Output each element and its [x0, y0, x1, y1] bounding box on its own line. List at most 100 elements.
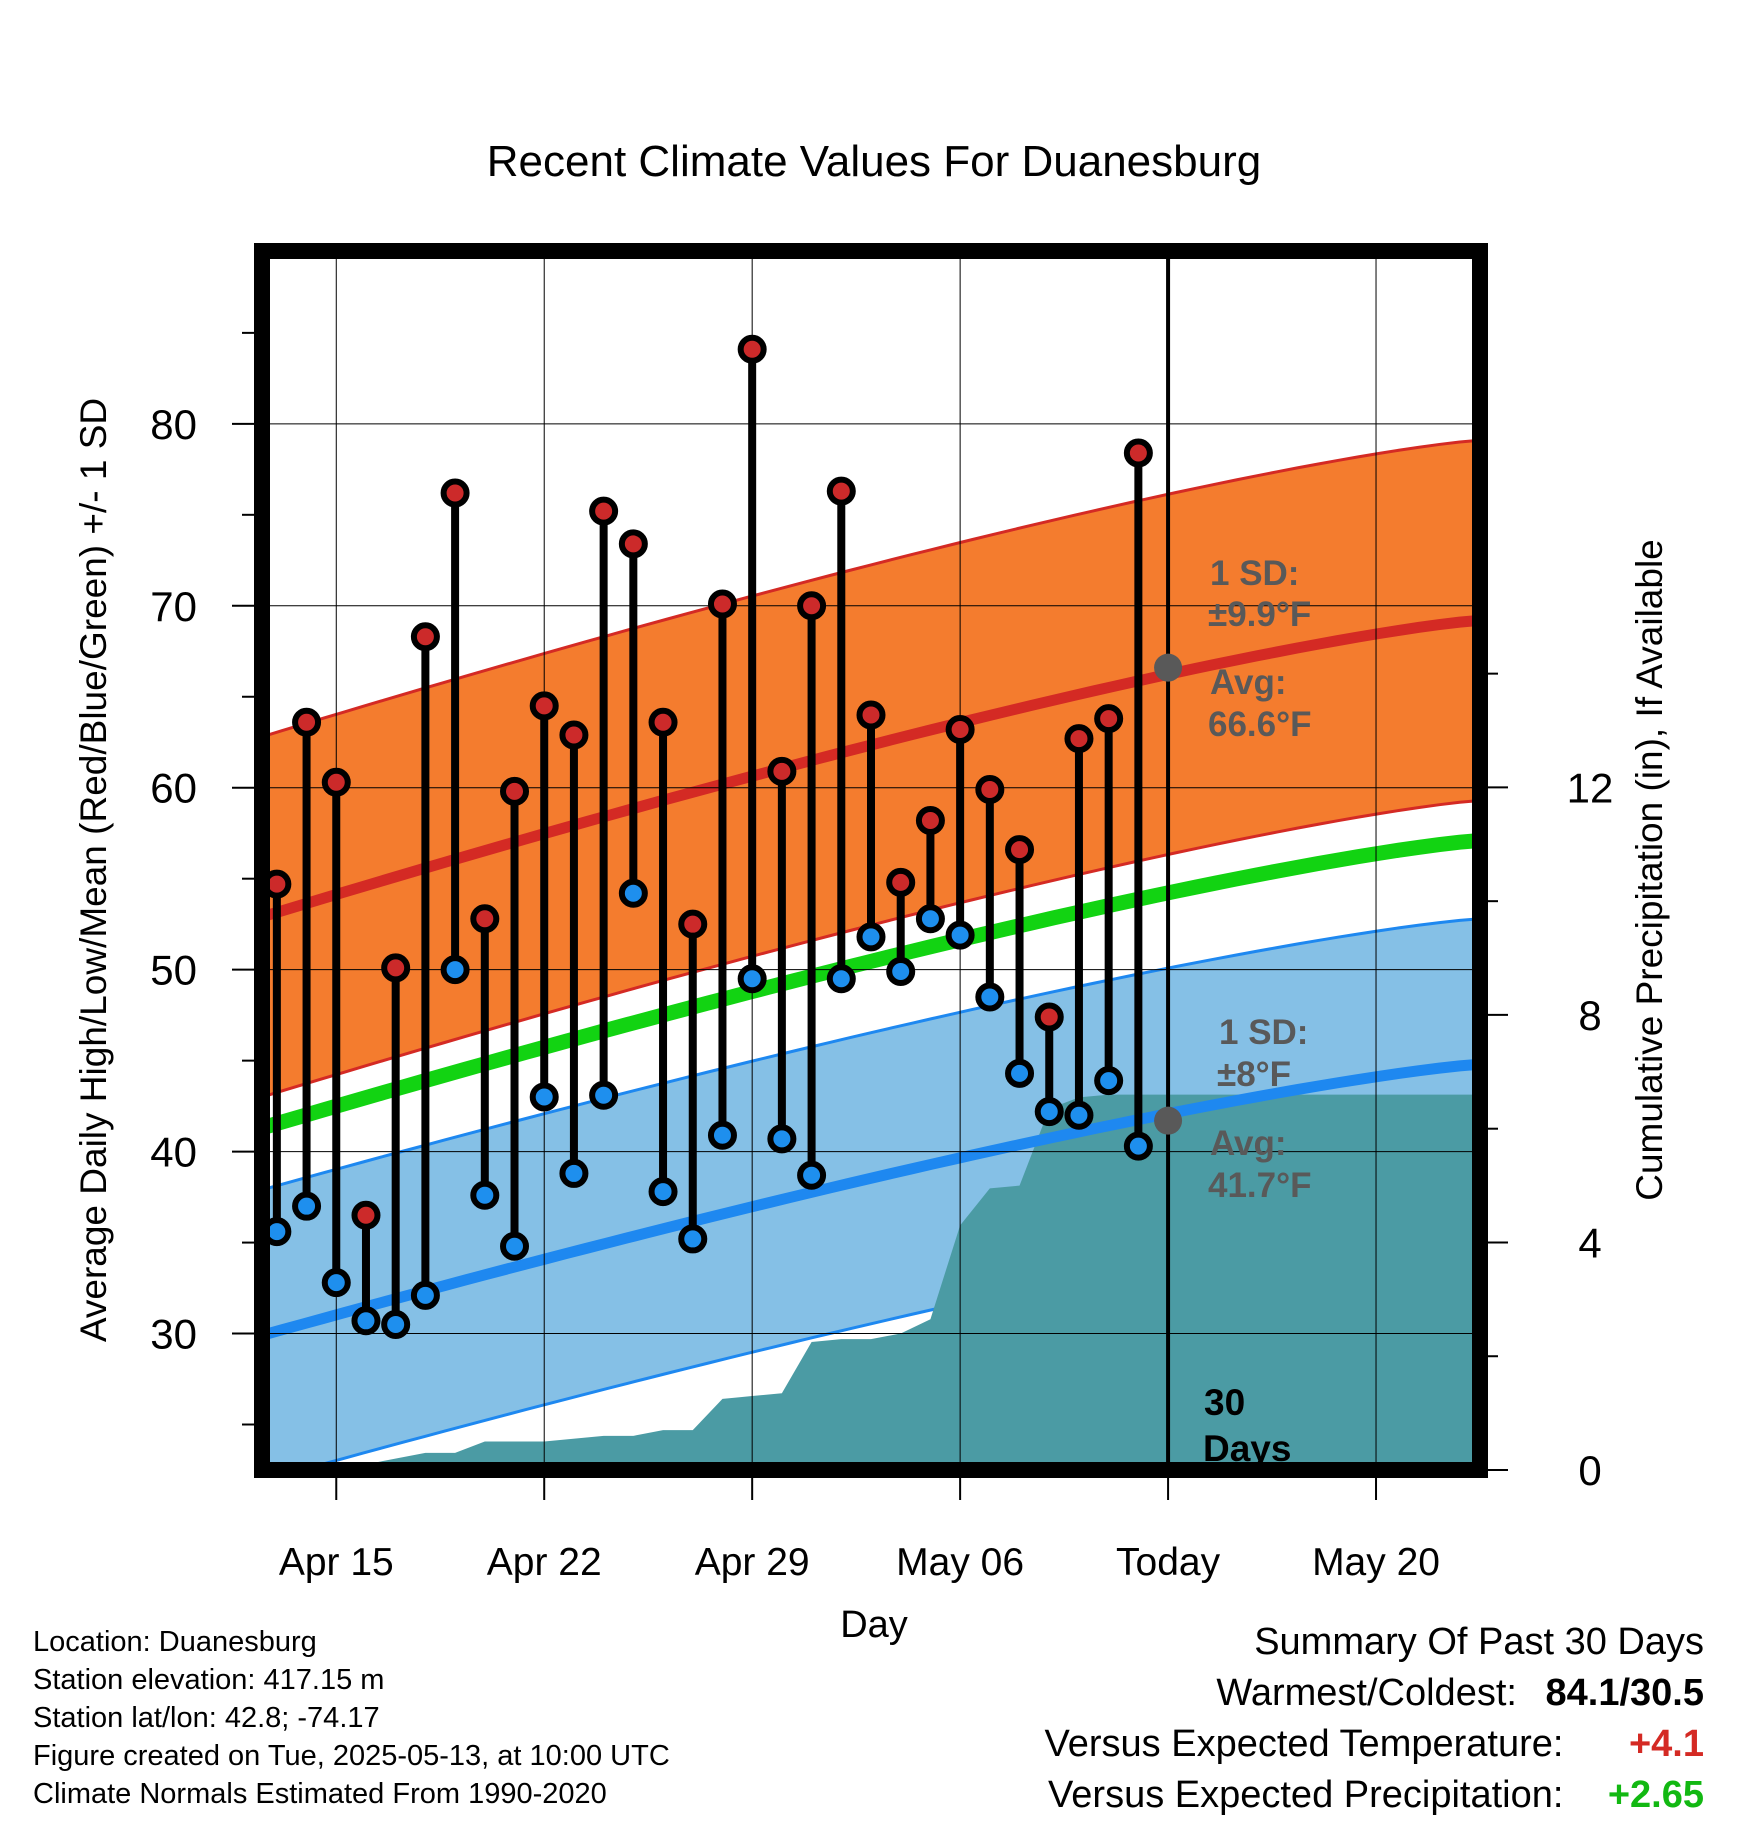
- y2-tick-label: 4: [1578, 1219, 1601, 1266]
- daily-low-marker: [1005, 1058, 1035, 1088]
- warm-cold-value: 84.1/30.5: [1545, 1672, 1704, 1714]
- x-axis-label: Day: [840, 1604, 908, 1646]
- daily-low-marker: [351, 1306, 381, 1336]
- daily-low-marker: [886, 956, 916, 986]
- x-tick-label: Today: [1116, 1541, 1221, 1584]
- daily-low-marker: [707, 1120, 737, 1150]
- daily-low-marker: [589, 1080, 619, 1110]
- daily-high-marker: [589, 496, 619, 526]
- daily-low-marker: [915, 904, 945, 934]
- summary-heading: Summary Of Past 30 Days: [1254, 1621, 1704, 1663]
- daily-high-marker: [797, 591, 827, 621]
- daily-low-marker: [292, 1191, 322, 1221]
- daily-high-marker: [975, 775, 1005, 805]
- warm-cold-label: Warmest/Coldest:: [1216, 1672, 1517, 1714]
- temp-departure-value: +4.1: [1628, 1723, 1704, 1765]
- daily-high-marker: [1064, 724, 1094, 754]
- y2-tick-label: 8: [1578, 992, 1601, 1039]
- normal-high-today-marker: [1154, 653, 1183, 682]
- cumulative-precip-area: [262, 1094, 1480, 1470]
- daily-high-marker: [915, 805, 945, 835]
- high-sd-value: ±9.9°F: [1208, 595, 1311, 634]
- daily-high-marker: [1123, 438, 1153, 468]
- daily-high-marker: [856, 700, 886, 730]
- daily-low-marker: [975, 982, 1005, 1012]
- daily-low-marker: [945, 920, 975, 950]
- daily-low-marker: [856, 922, 886, 952]
- x-tick-label: May 06: [896, 1541, 1024, 1584]
- precip-departure-label: Versus Expected Precipitation:: [1048, 1774, 1564, 1816]
- summary-precip: Versus Expected Precipitation: +2.65: [1045, 1770, 1704, 1821]
- daily-high-marker: [470, 904, 500, 934]
- high-avg-label: Avg:: [1210, 663, 1286, 702]
- summary-panel: Summary Of Past 30 Days Warmest/Coldest:…: [1045, 1617, 1704, 1821]
- daily-low-marker: [1094, 1066, 1124, 1096]
- daily-high-marker: [1034, 1002, 1064, 1032]
- daily-low-marker: [529, 1082, 559, 1112]
- daily-high-marker: [410, 622, 440, 652]
- low-avg-value: 41.7°F: [1208, 1166, 1312, 1205]
- daily-low-marker: [678, 1224, 708, 1254]
- y-tick-label: 60: [150, 765, 197, 812]
- y-tick-label: 40: [150, 1129, 197, 1176]
- daily-high-marker: [292, 707, 322, 737]
- y-axis-label: Average Daily High/Low/Mean (Red/Blue/Gr…: [73, 398, 114, 1342]
- precip-departure-value: +2.65: [1607, 1774, 1704, 1816]
- high-sd-label: 1 SD:: [1210, 554, 1299, 593]
- x-tick-label: Apr 15: [279, 1541, 394, 1584]
- normal-low-sd-band: [262, 918, 1480, 1470]
- y-tick-label: 70: [150, 583, 197, 630]
- daily-high-marker: [767, 756, 797, 786]
- daily-low-marker: [737, 964, 767, 994]
- station-latlon: Station lat/lon: 42.8; -74.17: [33, 1702, 380, 1734]
- low-sd-value: ±8°F: [1217, 1055, 1291, 1094]
- daily-low-marker: [440, 955, 470, 985]
- summary-warm-cold: Warmest/Coldest: 84.1/30.5: [1045, 1668, 1704, 1719]
- daily-high-marker: [618, 529, 648, 559]
- plot-clipped: [262, 251, 1480, 1470]
- daily-high-marker: [1094, 704, 1124, 734]
- daily-high-marker: [678, 909, 708, 939]
- daily-low-marker: [559, 1158, 589, 1188]
- high-avg-value: 66.6°F: [1208, 705, 1312, 744]
- daily-high-marker: [559, 720, 589, 750]
- low-sd-label: 1 SD:: [1219, 1013, 1308, 1052]
- normal-high-sd-band-upper-edge: [262, 438, 1480, 739]
- y-tick-label: 50: [150, 947, 197, 994]
- daily-high-marker: [529, 691, 559, 721]
- daily-low-marker: [470, 1180, 500, 1210]
- station-info: Location: Duanesburg Station elevation: …: [33, 1623, 670, 1813]
- x-tick-label: May 20: [1312, 1541, 1440, 1584]
- summary-temp: Versus Expected Temperature: +4.1: [1045, 1719, 1704, 1770]
- x-tick-label: Apr 22: [487, 1541, 602, 1584]
- daily-high-marker: [707, 589, 737, 619]
- normal-low-line: [262, 1058, 1480, 1341]
- annotations: 1 SD: ±9.9°F Avg: 66.6°F 1 SD: ±8°F Avg:…: [1208, 554, 1312, 1205]
- daily-high-marker: [826, 476, 856, 506]
- y2-tick-label: 0: [1578, 1447, 1601, 1494]
- station-elevation: Station elevation: 417.15 m: [33, 1664, 385, 1696]
- daily-low-marker: [321, 1268, 351, 1298]
- window-label-line2: Days: [1203, 1428, 1291, 1469]
- daily-low-marker: [1064, 1100, 1094, 1130]
- daily-low-marker: [648, 1177, 678, 1207]
- daily-high-marker: [737, 334, 767, 364]
- daily-low-marker: [618, 878, 648, 908]
- daily-high-marker: [381, 953, 411, 983]
- normal-low-sd-band-upper-edge: [262, 917, 1480, 1192]
- daily-high-marker: [648, 707, 678, 737]
- daily-low-marker: [767, 1124, 797, 1154]
- daily-low-marker: [1034, 1097, 1064, 1127]
- daily-high-marker: [500, 776, 530, 806]
- normals-period: Climate Normals Estimated From 1990-2020: [33, 1778, 607, 1810]
- daily-high-marker: [440, 478, 470, 508]
- daily-high-marker: [945, 715, 975, 745]
- y2-tick-label: 12: [1567, 764, 1614, 811]
- daily-high-marker: [886, 867, 916, 897]
- window-label-line1: 30: [1204, 1382, 1245, 1423]
- daily-high-marker: [1005, 835, 1035, 865]
- daily-low-marker: [410, 1280, 440, 1310]
- plot-frame: [254, 243, 1488, 1478]
- normal-mean-line: [262, 833, 1480, 1136]
